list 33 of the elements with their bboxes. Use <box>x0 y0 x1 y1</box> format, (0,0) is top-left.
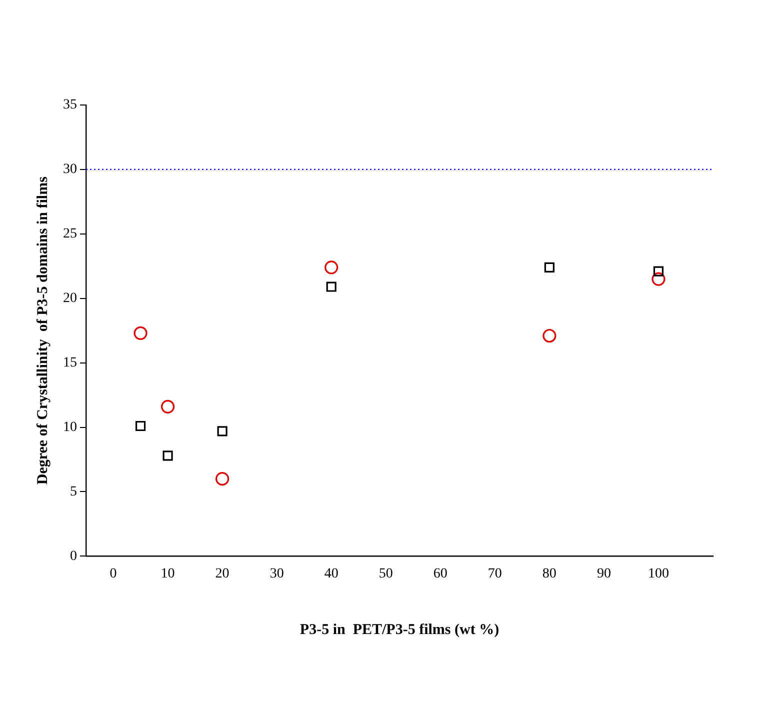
point <box>324 260 338 274</box>
point <box>652 272 666 286</box>
y-tick-label: 25 <box>63 226 77 242</box>
x-tick-label: 10 <box>160 566 175 582</box>
point <box>542 328 556 343</box>
point <box>162 450 173 461</box>
x-tick-label: 0 <box>110 566 117 582</box>
point <box>216 472 230 486</box>
y-tick-label: 0 <box>70 548 77 564</box>
point <box>160 400 175 414</box>
point <box>653 266 664 276</box>
y-tick-label: 5 <box>70 484 77 500</box>
x-tick-label: 30 <box>270 566 284 582</box>
point <box>217 426 228 436</box>
point <box>326 282 336 292</box>
x-tick-label: 60 <box>433 566 448 582</box>
y-tick-label: 20 <box>63 291 77 306</box>
y-tick-label: 30 <box>63 162 77 178</box>
x-tick-label: 100 <box>648 566 669 582</box>
x-tick-label: 70 <box>488 566 502 582</box>
x-axis-title: P3-5 in PET/P3-5 films (wt %) <box>300 622 500 638</box>
x-tick-label: 80 <box>542 566 556 582</box>
point <box>134 326 148 340</box>
point <box>544 262 554 272</box>
x-tick-label: 50 <box>378 566 393 582</box>
y-axis-title: Degree of Crystallinity of P3-5 domains in films <box>34 176 51 485</box>
point <box>135 420 146 432</box>
x-tick-label: 90 <box>596 566 611 582</box>
x-tick-label: 40 <box>324 566 338 582</box>
y-tick-label: 10 <box>63 420 77 435</box>
y-tick-label: 15 <box>63 356 77 370</box>
x-tick-label: 20 <box>215 566 230 582</box>
y-tick-label: 35 <box>63 98 77 113</box>
